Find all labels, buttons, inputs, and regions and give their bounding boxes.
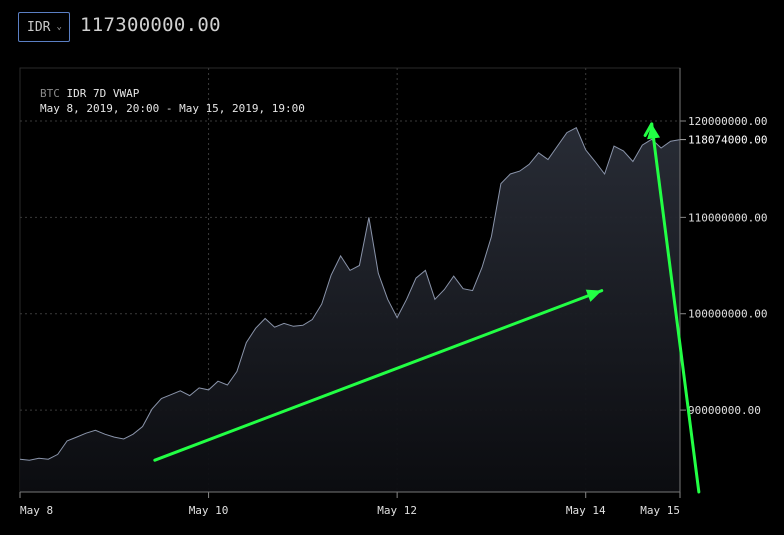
series-area: [20, 127, 680, 492]
series-line: [19, 127, 681, 461]
quote-label: IDR 7D VWAP: [66, 87, 140, 100]
y-tick-label: 120000000.00: [688, 115, 767, 128]
chart-annotations: [153, 122, 701, 494]
x-tick-label: May 15: [640, 504, 680, 517]
x-tick-label: May 8: [20, 504, 53, 517]
y-tick-label: 90000000.00: [688, 404, 761, 417]
annotation-arrow: [153, 289, 604, 462]
x-tick-label: May 12: [377, 504, 417, 517]
annotation-arrowhead: [585, 289, 602, 302]
currency-label: IDR: [27, 19, 51, 35]
chart-info: BTC IDR 7D VWAP May 8, 2019, 20:00 - May…: [40, 86, 305, 116]
annotation-arrow: [650, 122, 701, 494]
current-price: 117300000.00: [80, 14, 221, 36]
currency-select[interactable]: IDR ⌄: [18, 12, 70, 42]
chart-axes: 90000000.00 100000000.00 110000000.00 12000…: [19, 68, 767, 517]
chart-area: [19, 127, 681, 492]
base-asset: BTC: [40, 87, 60, 100]
date-range: May 8, 2019, 20:00 - May 15, 2019, 19:00: [40, 102, 305, 115]
x-tick-label: May 10: [189, 504, 229, 517]
x-tick-label: May 14: [566, 504, 606, 517]
y-tick-label: 110000000.00: [688, 211, 767, 224]
last-value-label: 118074000.00: [688, 134, 767, 147]
annotation-arrowhead: [647, 123, 661, 140]
y-tick-label: 100000000.00: [688, 308, 767, 321]
chevron-down-icon: ⌄: [56, 22, 62, 32]
annotation-arrow: [643, 122, 654, 137]
